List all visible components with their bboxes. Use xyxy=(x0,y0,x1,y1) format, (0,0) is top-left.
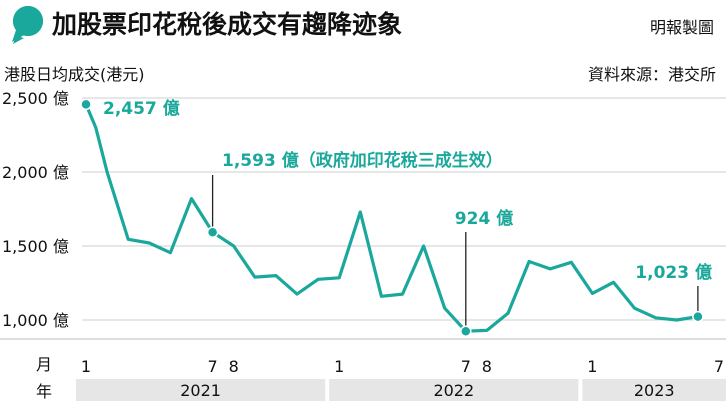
x-tick-label-2021-01: 1 xyxy=(81,357,91,376)
year-label-2023: 2023 xyxy=(634,381,675,400)
gridlines xyxy=(0,97,726,340)
x-tick-label-2021-08: 8 xyxy=(229,357,239,376)
x-tick-label-2021-07: 7 xyxy=(208,357,218,376)
speech-bubble-icon-body xyxy=(13,6,43,36)
x-tick-label-2022-07: 7 xyxy=(461,357,471,376)
y-axis-label: 港股日均成交(港元) xyxy=(4,65,145,84)
annotation-label-3: 1,023 億 xyxy=(635,262,712,283)
year-bar-2023 xyxy=(582,379,726,401)
x-tick-label-2022-01: 1 xyxy=(334,357,344,376)
month-row-label: 月 xyxy=(36,355,52,374)
annotation-label-0: 2,457 億 xyxy=(103,98,180,119)
annotation-marker-2 xyxy=(460,325,472,337)
year-row-label: 年 xyxy=(36,382,52,401)
annotation-label-1: 1,593 億（政府加印花稅三成生效） xyxy=(222,150,503,171)
y-tick-labels: 2,500 億 2,000 億 1,500 億 1,000 億 xyxy=(2,89,69,330)
speech-bubble-icon-tail xyxy=(12,30,26,42)
x-tick-label-2023-07: 7 xyxy=(714,357,724,376)
y-tick-label-2000: 2,000 億 xyxy=(2,163,69,182)
year-bar-2022 xyxy=(329,379,579,401)
y-tick-label-1500: 1,500 億 xyxy=(2,237,69,256)
chart-credit: 明報製圖 xyxy=(650,18,714,37)
y-tick-label-2500: 2,500 億 xyxy=(2,89,69,108)
year-label-2021: 2021 xyxy=(180,381,221,400)
year-bar-2021 xyxy=(76,379,326,401)
annotation-marker-1 xyxy=(206,226,219,238)
chart-source: 資料來源：港交所 xyxy=(588,65,716,84)
series-line-path xyxy=(84,102,700,333)
annotation-label-2: 924 億 xyxy=(455,208,513,229)
series-line xyxy=(84,102,700,333)
annotation-marker-0 xyxy=(80,98,92,111)
chart-title: 加股票印花稅後成交有趨降迹象 xyxy=(51,10,402,39)
year-label-2022: 2022 xyxy=(433,381,474,400)
annotation-marker-3 xyxy=(692,310,704,323)
x-tick-label-2023-01: 1 xyxy=(587,357,597,376)
y-tick-label-1000: 1,000 億 xyxy=(2,311,69,330)
annotations: 2,457 億 1,593 億（政府加印花稅三成生效） 924 億 1,023 億 xyxy=(80,98,712,337)
x-tick-label-2022-08: 8 xyxy=(482,357,492,376)
